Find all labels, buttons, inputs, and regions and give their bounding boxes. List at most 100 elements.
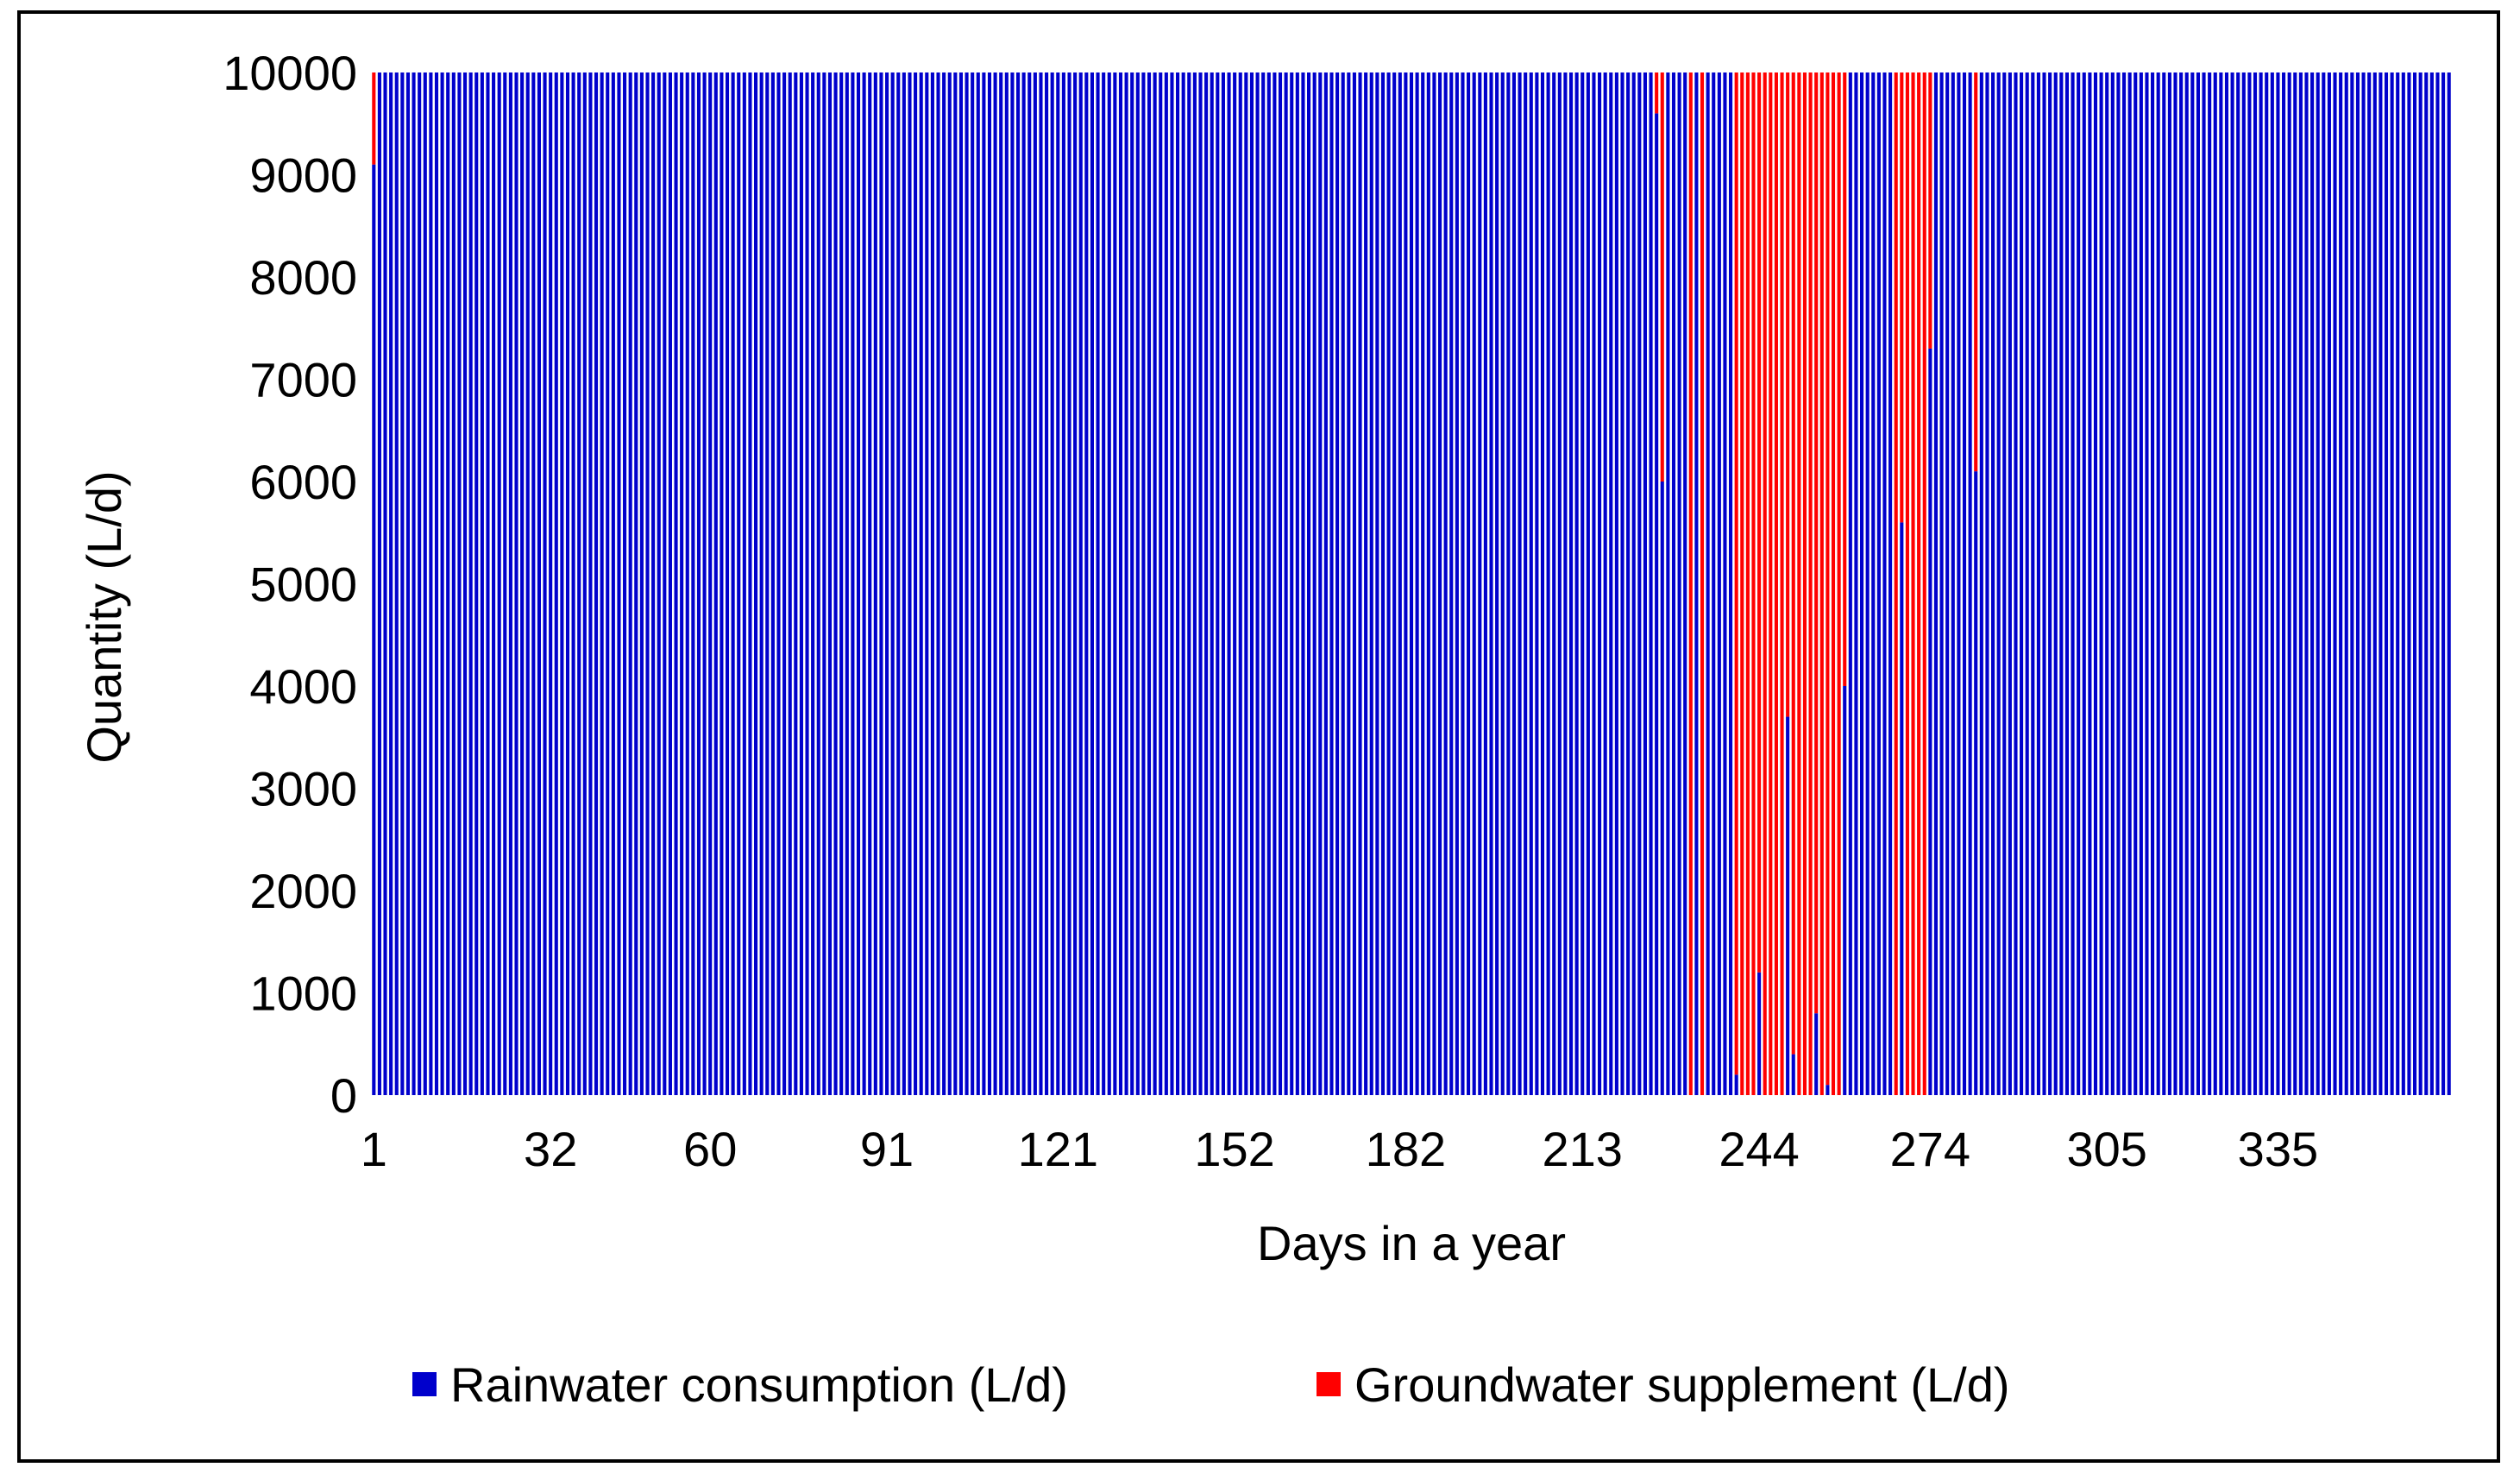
bar-rainwater-day-173 [1352, 72, 1356, 1095]
bar-rainwater-day-21 [486, 72, 490, 1095]
bar-rainwater-day-181 [1398, 72, 1402, 1095]
bar-rainwater-day-331 [2253, 72, 2258, 1095]
x-tick-label: 32 [524, 1122, 577, 1176]
bar-rainwater-day-120 [1050, 72, 1054, 1095]
y-tick-label: 2000 [249, 864, 357, 918]
bar-rainwater-day-249 [1786, 716, 1790, 1095]
bar-rainwater-day-97 [919, 72, 923, 1095]
bar-rainwater-day-52 [663, 72, 667, 1095]
bar-rainwater-day-108 [982, 72, 986, 1095]
bar-rainwater-day-228 [1666, 72, 1670, 1095]
bar-rainwater-day-274 [1928, 348, 1932, 1095]
bar-rainwater-day-135 [1135, 72, 1140, 1095]
bar-rainwater-day-25 [508, 72, 512, 1095]
bar-rainwater-day-103 [953, 72, 958, 1095]
bar-rainwater-day-65 [737, 72, 741, 1095]
bar-rainwater-day-337 [2287, 72, 2291, 1095]
bar-rainwater-day-287 [2002, 72, 2007, 1095]
bar-rainwater-day-172 [1347, 72, 1351, 1095]
bar-groundwater-day-1 [372, 72, 376, 165]
bar-rainwater-day-98 [925, 72, 929, 1095]
bar-rainwater-day-167 [1318, 72, 1323, 1095]
bar-rainwater-day-311 [2139, 72, 2143, 1095]
bar-rainwater-day-16 [457, 72, 462, 1095]
bar-rainwater-day-193 [1467, 72, 1471, 1095]
bar-rainwater-day-267 [1888, 72, 1893, 1095]
bar-rainwater-day-354 [2384, 72, 2389, 1095]
bar-rainwater-day-283 [1979, 72, 1983, 1095]
bar-rainwater-day-49 [645, 72, 650, 1095]
bar-rainwater-day-18 [468, 72, 473, 1095]
bar-rainwater-day-184 [1415, 72, 1419, 1095]
bar-rainwater-day-123 [1067, 72, 1071, 1095]
bar-groundwater-day-253 [1808, 72, 1813, 1095]
bar-rainwater-day-356 [2396, 72, 2400, 1095]
bar-rainwater-day-317 [2173, 72, 2178, 1095]
bar-rainwater-day-14 [446, 72, 450, 1095]
bar-rainwater-day-71 [770, 72, 775, 1095]
bar-rainwater-day-159 [1273, 72, 1277, 1095]
bar-rainwater-day-217 [1603, 72, 1607, 1095]
bar-rainwater-day-20 [480, 72, 484, 1095]
bar-rainwater-day-149 [1216, 72, 1220, 1095]
bar-rainwater-day-262 [1860, 72, 1864, 1095]
bar-rainwater-day-363 [2435, 72, 2440, 1095]
bar-rainwater-day-129 [1102, 72, 1106, 1095]
bar-rainwater-day-23 [497, 72, 501, 1095]
bar-rainwater-day-143 [1181, 72, 1185, 1095]
bar-rainwater-day-328 [2236, 72, 2240, 1095]
bar-rainwater-day-3 [383, 72, 387, 1095]
bar-rainwater-day-237 [1717, 72, 1721, 1095]
bar-rainwater-day-186 [1426, 72, 1430, 1095]
bar-rainwater-day-119 [1045, 72, 1049, 1095]
bar-rainwater-day-282 [1974, 471, 1978, 1095]
bar-rainwater-day-291 [2025, 72, 2029, 1095]
bar-rainwater-day-59 [702, 72, 707, 1095]
bar-rainwater-day-44 [617, 72, 621, 1095]
bar-rainwater-day-233 [1694, 72, 1699, 1095]
bar-rainwater-day-202 [1518, 72, 1522, 1095]
bar-rainwater-day-29 [531, 72, 536, 1095]
bar-rainwater-day-176 [1369, 72, 1373, 1095]
bar-rainwater-day-91 [885, 72, 889, 1095]
bar-rainwater-day-163 [1295, 72, 1299, 1095]
bar-rainwater-day-216 [1598, 72, 1602, 1095]
bar-rainwater-day-154 [1244, 72, 1248, 1095]
bar-rainwater-day-188 [1437, 72, 1442, 1095]
bar-rainwater-day-116 [1027, 72, 1032, 1095]
bar-rainwater-day-352 [2372, 72, 2377, 1095]
bar-rainwater-day-206 [1540, 72, 1545, 1095]
bar-rainwater-day-225 [1649, 72, 1653, 1095]
y-tick-label: 5000 [249, 557, 357, 612]
bar-rainwater-day-62 [720, 72, 724, 1095]
x-tick-label: 305 [2066, 1122, 2146, 1176]
bar-rainwater-day-235 [1706, 72, 1710, 1095]
bar-rainwater-day-177 [1375, 72, 1379, 1095]
bar-rainwater-day-240 [1734, 1074, 1738, 1095]
bar-rainwater-day-326 [2224, 72, 2229, 1095]
bar-groundwater-day-270 [1905, 72, 1909, 1095]
bar-rainwater-day-28 [525, 72, 530, 1095]
bar-rainwater-day-229 [1671, 72, 1676, 1095]
bar-rainwater-day-189 [1443, 72, 1448, 1095]
bar-rainwater-day-70 [765, 72, 770, 1095]
bar-rainwater-day-144 [1187, 72, 1191, 1095]
bar-rainwater-day-35 [565, 72, 570, 1095]
bar-rainwater-day-72 [776, 72, 781, 1095]
bar-rainwater-day-112 [1004, 72, 1009, 1095]
bar-rainwater-day-211 [1568, 72, 1574, 1095]
bar-rainwater-day-293 [2036, 72, 2040, 1095]
bar-rainwater-day-308 [2121, 72, 2127, 1095]
bar-rainwater-day-327 [2230, 72, 2234, 1095]
bar-rainwater-day-280 [1962, 72, 1967, 1095]
bar-rainwater-day-263 [1865, 72, 1870, 1095]
bar-rainwater-day-105 [965, 72, 969, 1095]
bar-rainwater-day-58 [696, 72, 701, 1095]
bar-rainwater-day-309 [2127, 72, 2132, 1095]
bar-rainwater-day-12 [434, 72, 439, 1095]
bar-rainwater-day-360 [2418, 72, 2423, 1095]
bar-rainwater-day-346 [2339, 72, 2343, 1095]
bar-groundwater-day-240 [1734, 72, 1738, 1075]
bar-rainwater-day-359 [2413, 72, 2417, 1095]
bar-rainwater-day-128 [1096, 72, 1100, 1095]
